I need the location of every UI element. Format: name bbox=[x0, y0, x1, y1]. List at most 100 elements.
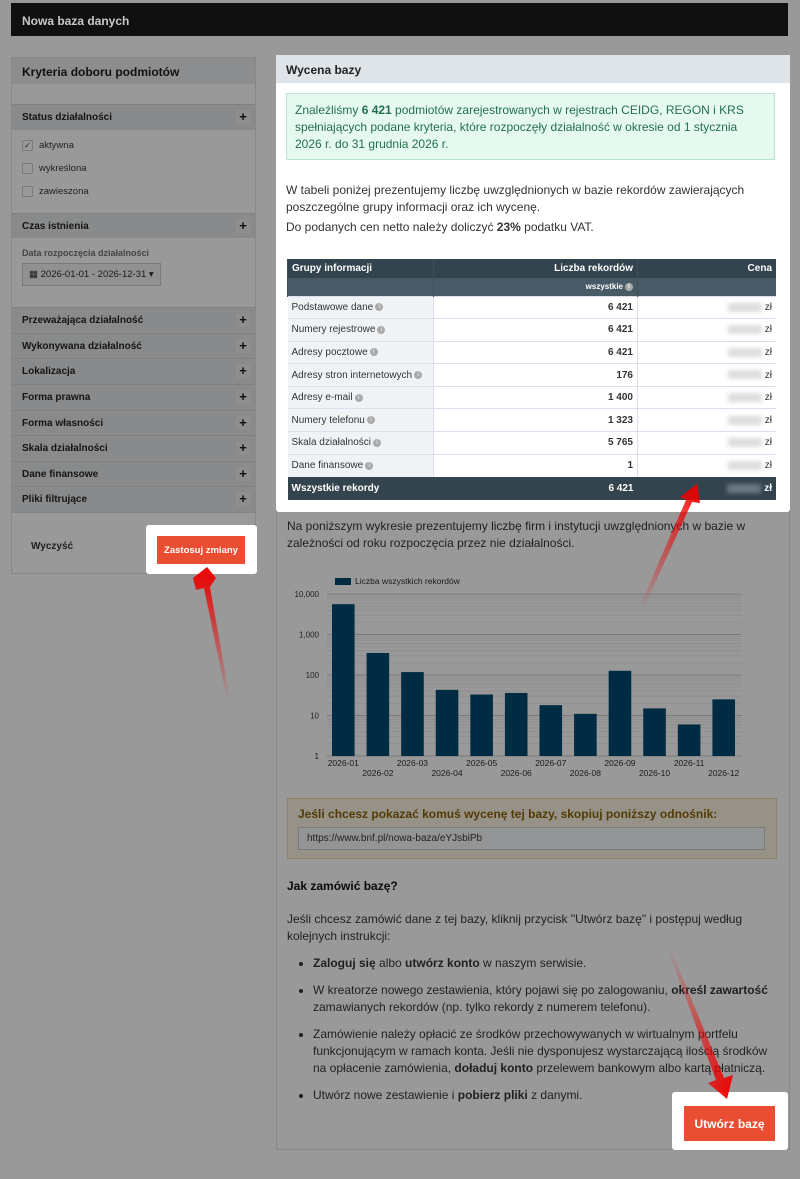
plus-icon[interactable]: + bbox=[236, 338, 250, 353]
plus-icon[interactable]: + bbox=[236, 110, 250, 124]
top-bar: Nowa baza danych bbox=[11, 3, 788, 36]
section-item[interactable]: Dane finansowe + bbox=[12, 460, 255, 487]
blurred-price bbox=[727, 393, 762, 403]
blurred-price bbox=[727, 461, 762, 471]
bar-2026-01 bbox=[332, 604, 355, 756]
info-icon: i bbox=[354, 393, 363, 402]
result-alert: Znaleźliśmy 6 421 podmiotów zarejestrowa… bbox=[286, 93, 775, 160]
chart-intro: Na poniższym wykresie prezentujemy liczb… bbox=[287, 519, 746, 550]
share-url-input[interactable] bbox=[298, 827, 765, 850]
apply-highlight: Zastosuj zmiany bbox=[146, 525, 257, 574]
checkbox-icon[interactable] bbox=[22, 162, 33, 174]
section-item[interactable]: Skala działalności + bbox=[12, 435, 255, 461]
checkbox-icon[interactable]: ✓ bbox=[22, 139, 33, 151]
page-title: Nowa baza danych bbox=[22, 14, 130, 28]
plus-icon[interactable]: + bbox=[236, 466, 250, 481]
howto-step: Utwórz nowe zestawienie i pobierz pliki … bbox=[313, 1087, 777, 1104]
plus-icon[interactable]: + bbox=[236, 364, 250, 379]
howto-step: W kreatorze nowego zestawienia, który po… bbox=[313, 982, 777, 1016]
bar-2026-03 bbox=[401, 672, 424, 756]
section-status[interactable]: Status działalności + bbox=[12, 104, 255, 130]
x-tick-label: 2026-03 bbox=[397, 758, 428, 768]
bar-2026-10 bbox=[643, 708, 666, 756]
table-row: Adresy pocztowe i 6 421 zł bbox=[287, 340, 776, 364]
checkbox-1[interactable]: wykreślona bbox=[12, 157, 255, 180]
section-item[interactable]: Forma prawna + bbox=[12, 383, 255, 410]
caret-down-icon: ▾ bbox=[146, 269, 154, 281]
blurred-price bbox=[727, 347, 762, 357]
howto-step: Zamówienie należy opłacić ze środków prz… bbox=[313, 1026, 777, 1077]
x-tick-label: 2026-12 bbox=[708, 768, 739, 778]
info-icon: i bbox=[375, 303, 384, 312]
criteria-sidebar: Kryteria doboru podmiotów Status działal… bbox=[11, 57, 256, 574]
clear-button[interactable]: Wyczyść bbox=[31, 540, 74, 552]
arrow-apply bbox=[193, 567, 230, 700]
x-tick-label: 2026-04 bbox=[431, 768, 462, 778]
checkbox-2[interactable]: zawieszona bbox=[12, 180, 255, 203]
howto-intro: Jeśli chcesz zamówić dane z tej bazy, kl… bbox=[287, 912, 743, 943]
blurred-price bbox=[727, 325, 762, 335]
blurred-price bbox=[727, 483, 762, 493]
y-tick-label: 10,000 bbox=[295, 590, 320, 599]
plus-icon[interactable]: + bbox=[236, 415, 250, 430]
plus-icon[interactable]: + bbox=[236, 313, 250, 328]
info-icon: i bbox=[366, 416, 375, 425]
section-label: Status działalności bbox=[22, 112, 113, 123]
x-tick-label: 2026-11 bbox=[674, 758, 705, 768]
info-icon: i bbox=[373, 438, 381, 447]
vat-note: Do podanych cen netto należy doliczyć 23… bbox=[286, 220, 594, 234]
sidebar-title: Kryteria doboru podmiotów bbox=[12, 58, 255, 84]
x-tick-label: 2026-08 bbox=[570, 768, 601, 778]
legend-label: Liczba wszystkich rekordów bbox=[355, 576, 461, 586]
x-tick-label: 2026-01 bbox=[328, 758, 359, 768]
info-icon: i bbox=[377, 325, 386, 334]
bar-2026-02 bbox=[366, 652, 390, 756]
checkbox-icon[interactable] bbox=[22, 185, 33, 197]
bar-2026-08 bbox=[574, 713, 597, 756]
calendar-icon: ▦ bbox=[29, 269, 41, 281]
bar-2026-06 bbox=[504, 692, 528, 756]
x-tick-label: 2026-05 bbox=[466, 758, 497, 768]
blurred-price bbox=[727, 415, 762, 425]
create-highlight: Utwórz bazę bbox=[672, 1092, 788, 1150]
panel-title: Wycena bazy bbox=[276, 55, 790, 83]
legend-swatch bbox=[335, 578, 351, 585]
howto-title: Jak zamówić bazę? bbox=[287, 879, 398, 893]
date-range-picker[interactable]: ▦ 2026-01-01 - 2026-12-31 ▾ bbox=[22, 263, 161, 287]
info-icon: i bbox=[369, 348, 378, 357]
valuation-highlight: Wycena bazy Znaleźliśmy 6 421 podmiotów … bbox=[276, 55, 790, 512]
plus-icon[interactable]: + bbox=[236, 492, 250, 507]
y-tick-label: 1,000 bbox=[299, 631, 320, 640]
section-item[interactable]: Wykonywana działalność + bbox=[12, 332, 255, 359]
section-time[interactable]: Czas istnienia + bbox=[12, 212, 255, 239]
checkbox-0[interactable]: ✓ aktywna bbox=[12, 134, 255, 157]
section-item[interactable]: Forma własności + bbox=[12, 409, 255, 436]
bar-2026-05 bbox=[470, 694, 493, 756]
section-item[interactable]: Lokalizacja + bbox=[12, 358, 255, 384]
section-label: Czas istnienia bbox=[22, 220, 89, 232]
plus-icon[interactable]: + bbox=[236, 441, 250, 456]
y-tick-label: 10 bbox=[310, 712, 319, 721]
bar-2026-04 bbox=[435, 689, 459, 756]
section-item[interactable]: Przeważająca działalność + bbox=[12, 307, 255, 333]
howto-steps: Zaloguj się albo utwórz konto w naszym s… bbox=[287, 955, 777, 1104]
table-intro: W tabeli poniżej prezentujemy liczbę uwz… bbox=[286, 183, 745, 214]
plus-icon[interactable]: + bbox=[236, 218, 250, 233]
bar-2026-12 bbox=[712, 699, 735, 756]
plus-icon[interactable]: + bbox=[236, 389, 250, 404]
howto-step: Zaloguj się albo utwórz konto w naszym s… bbox=[313, 955, 777, 972]
share-label: Jeśli chcesz pokazać komuś wycenę tej ba… bbox=[298, 807, 718, 821]
y-tick-label: 1 bbox=[315, 752, 320, 761]
valuation-table: Grupy informacji Liczba rekordów Cena wszy… bbox=[287, 259, 776, 500]
x-tick-label: 2026-02 bbox=[362, 768, 393, 778]
date-label: Data rozpoczęcia działalności bbox=[22, 248, 150, 259]
section-item[interactable]: Pliki filtrujące + bbox=[12, 486, 255, 512]
bar-2026-09 bbox=[608, 670, 632, 756]
info-icon: i bbox=[414, 370, 423, 379]
blurred-price bbox=[727, 438, 762, 448]
apply-changes-button[interactable]: Zastosuj zmiany bbox=[157, 536, 245, 564]
info-icon: i bbox=[625, 283, 633, 292]
create-database-button[interactable]: Utwórz bazę bbox=[684, 1106, 775, 1141]
blurred-price bbox=[727, 302, 762, 312]
x-tick-label: 2026-09 bbox=[604, 758, 635, 768]
